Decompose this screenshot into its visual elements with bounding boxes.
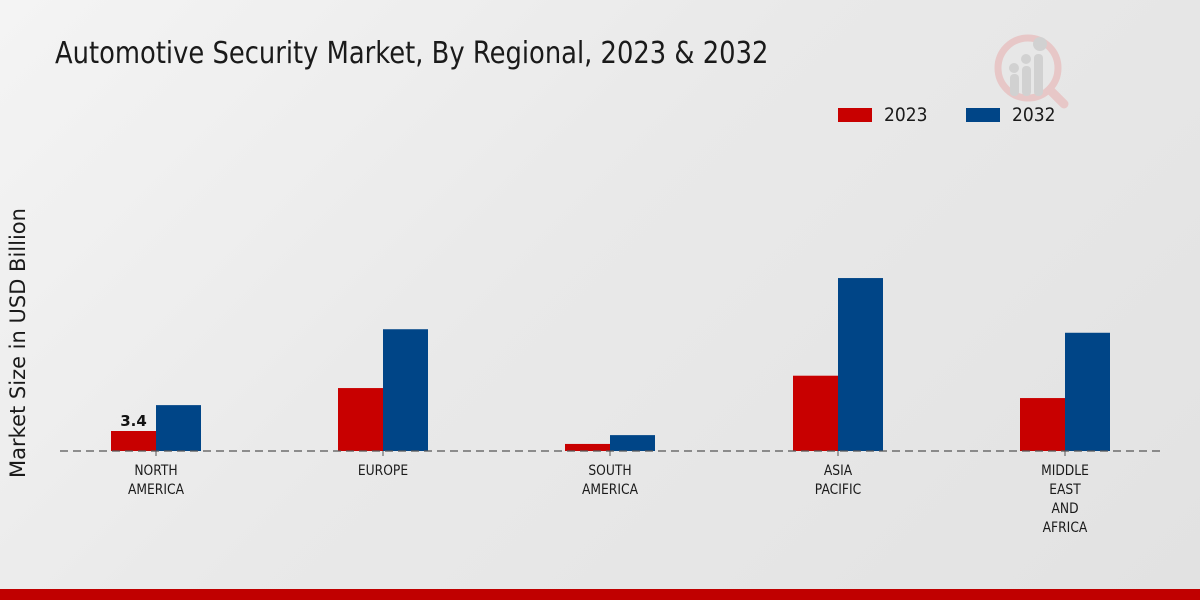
legend-item-2032[interactable]: 2032 (966, 104, 1060, 126)
data-label: 3.4 (120, 412, 147, 430)
magnifier-bar-chart-logo-icon (992, 30, 1072, 110)
bar-2023-asia-pacific (793, 375, 838, 451)
x-tick-label: SOUTH (588, 463, 631, 479)
x-tick-label: AFRICA (1043, 520, 1088, 536)
x-tick-label: PACIFIC (815, 482, 861, 498)
legend-label-2032: 2032 (1012, 104, 1056, 126)
chart-title: Automotive Security Market, By Regional,… (55, 36, 769, 71)
legend: 2023 2032 (838, 104, 1095, 126)
x-tick-label: EAST (1049, 482, 1081, 498)
x-tick-label: AMERICA (128, 482, 184, 498)
bottom-accent-bar (0, 589, 1200, 600)
bar-2032-middle-east-and-africa (1065, 332, 1110, 451)
bar-2032-europe (383, 329, 428, 451)
x-tick-label: NORTH (134, 463, 177, 479)
bar-2023-europe (338, 388, 383, 451)
bar-2023-north-america (111, 431, 156, 451)
bar-2032-north-america (156, 405, 201, 451)
bar-2032-south-america (610, 435, 655, 451)
x-tick-label: AND (1051, 501, 1078, 517)
legend-swatch-2023 (838, 108, 872, 122)
bar-2023-south-america (565, 443, 610, 451)
legend-swatch-2032 (966, 108, 1001, 122)
bar-2032-asia-pacific (838, 278, 883, 451)
bar-2023-middle-east-and-africa (1020, 398, 1065, 451)
legend-item-2023[interactable]: 2023 (838, 104, 932, 126)
x-tick-label: AMERICA (582, 482, 638, 498)
x-tick-label: EUROPE (358, 463, 408, 479)
x-tick-label: ASIA (824, 463, 852, 479)
legend-label-2023: 2023 (884, 104, 928, 126)
x-tick-label: MIDDLE (1041, 463, 1089, 479)
